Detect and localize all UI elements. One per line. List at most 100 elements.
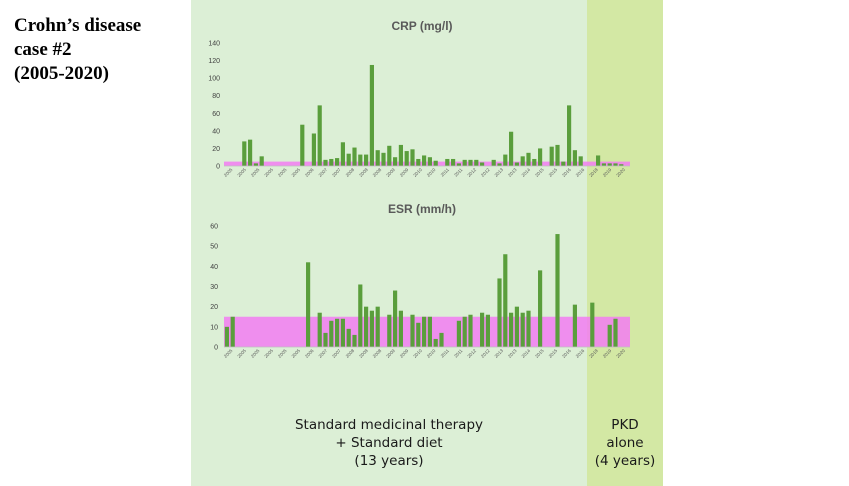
crp-bar: 2012: 39 [509,131,514,166]
esr-bar: 2008: 20 [375,306,380,347]
esr-y-tick-label: 60 [210,224,218,231]
pkd-phase-panel [587,0,663,486]
crp-bar: 2007: 9 [335,158,340,166]
esr-x-tick-label: 2005 [291,348,302,359]
pkd-label-line2: alone [606,435,644,451]
crp-bar: 2009: 10 [427,157,432,166]
crp-bar: 2016: 11 [578,156,583,166]
esr-bar: 2006: 42 [306,262,311,347]
crp-bar: 2013: 4 [514,162,519,166]
crp-bar: 2005: 30 [248,139,253,166]
esr-bar: 2012: 46 [503,254,508,347]
esr-bar: 2008: 18 [398,310,403,347]
esr-x-tick-label: 2016 [575,348,586,359]
crp-bar: 2008: 21 [352,147,357,166]
esr-x-tick-label: 2014 [521,348,532,359]
crp-y-tick-label: 60 [212,111,220,118]
esr-bar: 2015: 56 [555,234,560,347]
esr-x-tick-label: 2009 [385,348,396,359]
esr-x-tick-label: 2006 [304,348,315,359]
crp-bar: 2005: 11 [259,156,264,166]
crp-bar: 2013: 15 [526,152,531,166]
esr-y-tick-label: 20 [210,304,218,311]
esr-x-tick-label: 2012 [466,348,477,359]
esr-bar: 2007: 13 [329,320,334,347]
esr-bar: 2008: 16 [387,314,392,347]
esr-x-tick-label: 2020 [615,348,626,359]
esr-bar: 2010: 7 [439,332,444,347]
standard-therapy-label-line1: Standard medicinal therapy [294,417,484,433]
crp-bar: 2016: 12 [596,155,601,166]
crp-x-tick-label: 2005 [263,167,274,178]
esr-bar: 2010: 4 [433,338,438,347]
crp-bar: 2006: 37 [311,133,316,166]
esr-bar: 2008: 6 [352,334,357,347]
crp-bar: 2008: 13 [364,154,369,166]
crp-bar: 2013: 8 [532,158,537,166]
crp-bar: 2010: 8 [451,158,456,166]
esr-bar: 2014: 38 [538,270,543,347]
crp-x-tick-label: 2005 [277,167,288,178]
crp-y-tick-label: 120 [208,58,220,65]
esr-bar: 2007: 7 [323,332,328,347]
standard-therapy-label: Standard medicinal therapy + Standard di… [191,416,587,470]
esr-bar: 2008: 28 [393,290,398,347]
esr-x-tick-label: 2013 [507,348,518,359]
crp-bar: 2008: 15 [381,152,386,166]
crp-x-tick-label: 2011 [440,167,451,178]
crp-y-tick-label: 80 [212,93,220,100]
crp-bar: 2009: 19 [410,149,415,166]
crp-bar: 2007: 7 [323,159,328,166]
crp-x-tick-label: 2013 [494,167,505,178]
esr-x-tick-label: 2015 [548,348,559,359]
crp-bar: 2010: 8 [445,158,450,166]
crp-y-tick-label: 0 [216,164,220,171]
crp-x-tick-label: 2007 [318,167,329,178]
esr-x-tick-label: 2011 [440,348,451,359]
esr-bar: 2012: 34 [497,278,502,347]
esr-bar: 2012: 17 [509,312,514,347]
esr-y-tick-label: 10 [210,324,218,331]
crp-bar: 2010: 3 [456,163,461,166]
esr-bar: 2007: 9 [346,328,351,347]
esr-bar: 2006: 17 [317,312,322,347]
crp-bar: 2007: 14 [346,153,351,166]
esr-x-tick-label: 2007 [318,348,329,359]
case-title: Crohn’s disease case #2 (2005-2020) [14,14,184,86]
pkd-label-line1: PKD [611,417,639,433]
esr-bar: 2016: 22 [590,302,595,347]
crp-bar: 2012: 13 [503,154,508,166]
crp-bar: 2015: 18 [572,150,577,166]
esr-bar: 2015: 21 [572,304,577,347]
crp-x-tick-label: 2016 [575,167,586,178]
crp-y-tick-label: 140 [208,41,220,48]
crp-bar: 2008: 10 [393,157,398,166]
esr-bar: 2011: 16 [468,314,473,347]
crp-x-tick-label: 2009 [399,167,410,178]
crp-bar: 2013: 11 [520,156,525,166]
crp-x-tick-label: 2011 [453,167,464,178]
crp-bar: 2014: 22 [549,146,554,166]
crp-x-tick-label: 2015 [548,167,559,178]
crp-bar: 2008: 24 [398,144,403,166]
esr-x-tick-label: 2005 [250,348,261,359]
crp-x-tick-label: 2005 [236,167,247,178]
esr-bar: 2009: 16 [410,314,415,347]
case-title-line2: case #2 [14,39,72,60]
crp-x-tick-label: 2013 [507,167,518,178]
crp-reference-band [224,161,630,166]
crp-y-tick-label: 100 [208,76,220,83]
esr-x-tick-label: 2005 [263,348,274,359]
esr-bar: 2013: 20 [514,306,519,347]
esr-bar: 2008: 18 [369,310,374,347]
crp-bar: 2009: 17 [404,151,409,166]
crp-bar: 2009: 8 [416,158,421,166]
crp-bar: 2015: 5 [561,161,566,166]
crp-bar: 2007: 27 [340,142,345,166]
crp-bar: 2011: 7 [474,159,479,166]
crp-bar: 2010: 6 [433,160,438,166]
esr-bar: 2009: 15 [422,316,427,347]
esr-bar: 2011: 16 [485,314,490,347]
crp-bar: 2009: 12 [422,155,427,166]
esr-y-tick-label: 30 [210,284,218,291]
